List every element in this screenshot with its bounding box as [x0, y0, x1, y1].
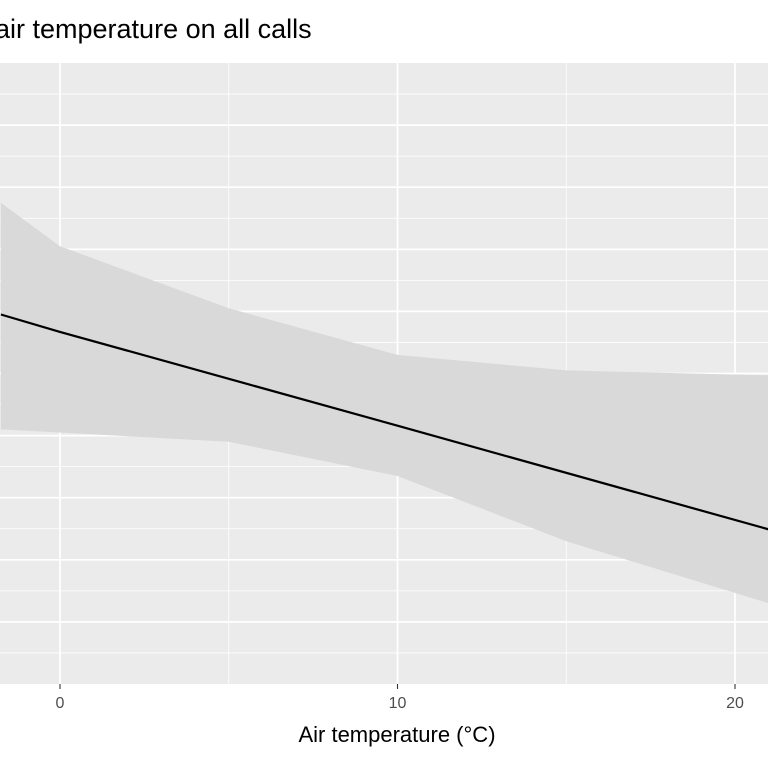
fit-line: [0, 313, 768, 531]
x-tick-label: 10: [389, 695, 407, 712]
x-tick-label: 20: [726, 695, 744, 712]
chart-title: f air temperature on all calls: [0, 14, 312, 44]
x-axis-title: Air temperature (°C): [298, 722, 495, 747]
confidence-band: [0, 202, 768, 604]
x-tick-label: 0: [56, 695, 65, 712]
